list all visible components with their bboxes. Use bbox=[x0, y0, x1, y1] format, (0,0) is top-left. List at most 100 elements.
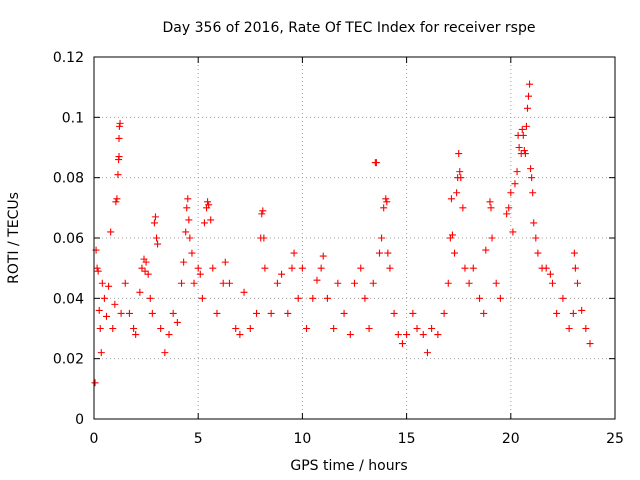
data-point bbox=[284, 309, 292, 317]
data-point bbox=[161, 349, 169, 357]
data-point bbox=[194, 264, 202, 272]
data-point bbox=[334, 279, 342, 287]
data-point bbox=[542, 264, 550, 272]
data-point bbox=[98, 279, 106, 287]
data-point bbox=[182, 228, 190, 236]
data-point bbox=[386, 264, 394, 272]
data-point bbox=[100, 294, 108, 302]
data-point bbox=[578, 306, 586, 314]
x-axis-label: GPS time / hours bbox=[290, 458, 407, 474]
axis-ticks bbox=[93, 56, 616, 420]
data-point bbox=[169, 309, 177, 317]
data-point bbox=[383, 198, 391, 206]
data-point bbox=[180, 258, 188, 266]
data-point bbox=[236, 331, 244, 339]
data-point bbox=[115, 134, 123, 142]
data-point bbox=[309, 294, 317, 302]
data-point bbox=[188, 249, 196, 257]
data-point bbox=[380, 204, 388, 212]
data-point bbox=[259, 207, 267, 215]
data-point bbox=[361, 294, 369, 302]
y-tick-label: 0.04 bbox=[53, 291, 84, 307]
data-point bbox=[142, 258, 150, 266]
data-point bbox=[413, 325, 421, 332]
data-point bbox=[461, 264, 469, 272]
data-point bbox=[121, 279, 129, 287]
data-point bbox=[455, 150, 463, 158]
data-point bbox=[369, 279, 377, 287]
data-point bbox=[198, 294, 206, 302]
data-point bbox=[519, 131, 527, 139]
data-point bbox=[469, 264, 477, 272]
data-point bbox=[553, 309, 561, 317]
data-point bbox=[532, 234, 540, 242]
data-point bbox=[448, 231, 456, 239]
data-point bbox=[290, 249, 298, 257]
data-point bbox=[141, 267, 149, 275]
data-point bbox=[196, 270, 204, 278]
y-tick-label: 0.12 bbox=[53, 50, 84, 66]
data-point bbox=[240, 288, 248, 296]
y-tick-label: 0.08 bbox=[53, 171, 84, 187]
data-point bbox=[221, 258, 229, 266]
data-point bbox=[423, 349, 431, 357]
data-point bbox=[509, 228, 517, 236]
data-point bbox=[317, 264, 325, 272]
data-point bbox=[372, 159, 380, 167]
data-point bbox=[200, 219, 208, 227]
data-point bbox=[323, 294, 331, 302]
data-point bbox=[130, 325, 138, 332]
data-point bbox=[225, 279, 233, 287]
data-point bbox=[183, 204, 191, 212]
grid bbox=[94, 57, 615, 419]
data-point bbox=[207, 216, 215, 224]
data-point bbox=[111, 300, 119, 308]
data-point bbox=[330, 325, 338, 332]
data-point bbox=[351, 279, 358, 287]
data-point bbox=[480, 309, 488, 317]
chart-title: Day 356 of 2016, Rate Of TEC Index for r… bbox=[163, 20, 536, 36]
data-point bbox=[298, 264, 306, 272]
data-point bbox=[390, 309, 398, 317]
data-point bbox=[93, 264, 101, 272]
data-point bbox=[261, 264, 269, 272]
data-point bbox=[313, 276, 321, 284]
data-point bbox=[457, 174, 465, 182]
data-point bbox=[154, 240, 162, 248]
x-tick-label: 10 bbox=[293, 431, 311, 447]
data-point bbox=[365, 325, 373, 332]
data-point bbox=[419, 331, 427, 339]
data-point bbox=[186, 234, 194, 242]
data-point bbox=[146, 294, 154, 302]
data-point bbox=[428, 325, 436, 332]
data-point bbox=[476, 294, 484, 302]
data-point bbox=[253, 309, 261, 317]
x-tick-label: 20 bbox=[502, 431, 520, 447]
data-point bbox=[571, 264, 579, 272]
data-point bbox=[151, 213, 159, 221]
data-point bbox=[340, 309, 348, 317]
data-point bbox=[496, 294, 504, 302]
data-point bbox=[453, 189, 461, 197]
data-point bbox=[184, 195, 192, 203]
data-point bbox=[513, 168, 521, 176]
data-point bbox=[569, 309, 577, 317]
data-point bbox=[132, 331, 140, 339]
data-point bbox=[465, 279, 473, 287]
y-tick-label: 0 bbox=[75, 412, 84, 428]
data-point bbox=[440, 309, 448, 317]
data-point bbox=[96, 325, 104, 332]
data-point bbox=[125, 309, 133, 317]
data-point bbox=[492, 279, 500, 287]
data-point bbox=[486, 198, 494, 206]
data-point bbox=[487, 204, 495, 212]
data-point bbox=[384, 249, 392, 257]
data-point bbox=[115, 122, 123, 130]
data-point bbox=[258, 210, 266, 218]
data-point bbox=[570, 249, 578, 257]
data-point bbox=[525, 92, 533, 100]
data-point bbox=[582, 325, 590, 332]
data-point bbox=[219, 279, 227, 287]
data-point bbox=[91, 379, 99, 387]
data-point bbox=[565, 325, 573, 332]
